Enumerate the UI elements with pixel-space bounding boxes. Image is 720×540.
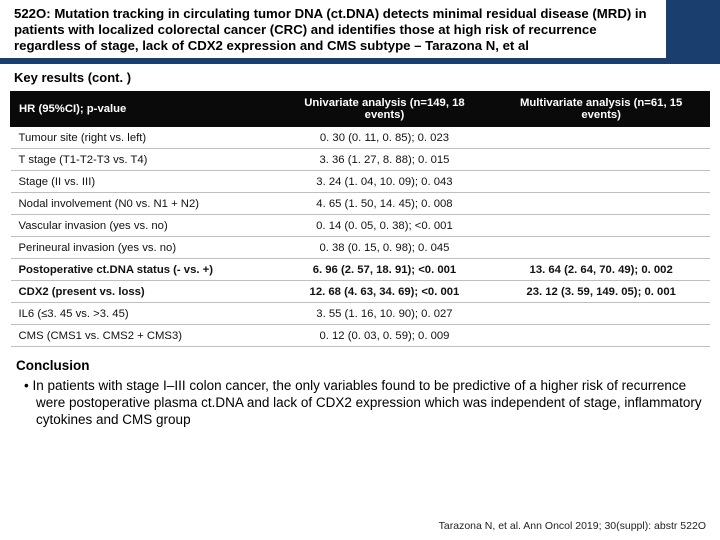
cell-univariate: 0. 14 (0. 05, 0. 38); <0. 001 (276, 215, 493, 237)
slide-title-block: 522O: Mutation tracking in circulating t… (0, 0, 720, 58)
col-header-univariate: Univariate analysis (n=149, 18 events) (276, 92, 493, 127)
cell-multivariate (493, 325, 710, 347)
table-row: IL6 (≤3. 45 vs. >3. 45)3. 55 (1. 16, 10.… (11, 303, 710, 325)
section-label: Key results (cont. ) (0, 64, 720, 89)
table-row: Tumour site (right vs. left)0. 30 (0. 11… (11, 127, 710, 149)
title-right-accent (666, 0, 720, 58)
cell-multivariate (493, 171, 710, 193)
cell-univariate: 0. 30 (0. 11, 0. 85); 0. 023 (276, 127, 493, 149)
table-row: Perineural invasion (yes vs. no)0. 38 (0… (11, 237, 710, 259)
cell-univariate: 4. 65 (1. 50, 14. 45); 0. 008 (276, 193, 493, 215)
slide-title: 522O: Mutation tracking in circulating t… (14, 6, 706, 54)
table-row: CDX2 (present vs. loss)12. 68 (4. 63, 34… (11, 281, 710, 303)
cell-multivariate (493, 237, 710, 259)
results-table: HR (95%CI); p-value Univariate analysis … (10, 91, 710, 347)
row-label: Tumour site (right vs. left) (11, 127, 277, 149)
row-label: Nodal involvement (N0 vs. N1 + N2) (11, 193, 277, 215)
table-header-row: HR (95%CI); p-value Univariate analysis … (11, 92, 710, 127)
row-label: CMS (CMS1 vs. CMS2 + CMS3) (11, 325, 277, 347)
cell-multivariate (493, 215, 710, 237)
cell-multivariate: 23. 12 (3. 59, 149. 05); 0. 001 (493, 281, 710, 303)
conclusion-list: In patients with stage I–III colon cance… (16, 377, 704, 429)
cell-multivariate (493, 193, 710, 215)
row-label: Postoperative ct.DNA status (- vs. +) (11, 259, 277, 281)
cell-univariate: 3. 55 (1. 16, 10. 90); 0. 027 (276, 303, 493, 325)
cell-multivariate (493, 303, 710, 325)
cell-univariate: 0. 12 (0. 03, 0. 59); 0. 009 (276, 325, 493, 347)
row-label: Vascular invasion (yes vs. no) (11, 215, 277, 237)
cell-univariate: 0. 38 (0. 15, 0. 98); 0. 045 (276, 237, 493, 259)
citation: Tarazona N, et al. Ann Oncol 2019; 30(su… (439, 520, 706, 532)
col-header-multivariate: Multivariate analysis (n=61, 15 events) (493, 92, 710, 127)
row-label: CDX2 (present vs. loss) (11, 281, 277, 303)
row-label: T stage (T1-T2-T3 vs. T4) (11, 149, 277, 171)
conclusion-heading: Conclusion (16, 357, 704, 374)
col-header-variable: HR (95%CI); p-value (11, 92, 277, 127)
cell-univariate: 6. 96 (2. 57, 18. 91); <0. 001 (276, 259, 493, 281)
conclusion-bullet: In patients with stage I–III colon cance… (36, 377, 704, 429)
cell-univariate: 12. 68 (4. 63, 34. 69); <0. 001 (276, 281, 493, 303)
cell-multivariate: 13. 64 (2. 64, 70. 49); 0. 002 (493, 259, 710, 281)
table-row: T stage (T1-T2-T3 vs. T4)3. 36 (1. 27, 8… (11, 149, 710, 171)
table-row: Stage (II vs. III)3. 24 (1. 04, 10. 09);… (11, 171, 710, 193)
cell-multivariate (493, 127, 710, 149)
row-label: IL6 (≤3. 45 vs. >3. 45) (11, 303, 277, 325)
cell-multivariate (493, 149, 710, 171)
cell-univariate: 3. 24 (1. 04, 10. 09); 0. 043 (276, 171, 493, 193)
table-row: Nodal involvement (N0 vs. N1 + N2)4. 65 … (11, 193, 710, 215)
table-row: Postoperative ct.DNA status (- vs. +)6. … (11, 259, 710, 281)
row-label: Perineural invasion (yes vs. no) (11, 237, 277, 259)
table-row: CMS (CMS1 vs. CMS2 + CMS3)0. 12 (0. 03, … (11, 325, 710, 347)
table-row: Vascular invasion (yes vs. no)0. 14 (0. … (11, 215, 710, 237)
row-label: Stage (II vs. III) (11, 171, 277, 193)
conclusion-block: Conclusion In patients with stage I–III … (0, 347, 720, 428)
cell-univariate: 3. 36 (1. 27, 8. 88); 0. 015 (276, 149, 493, 171)
